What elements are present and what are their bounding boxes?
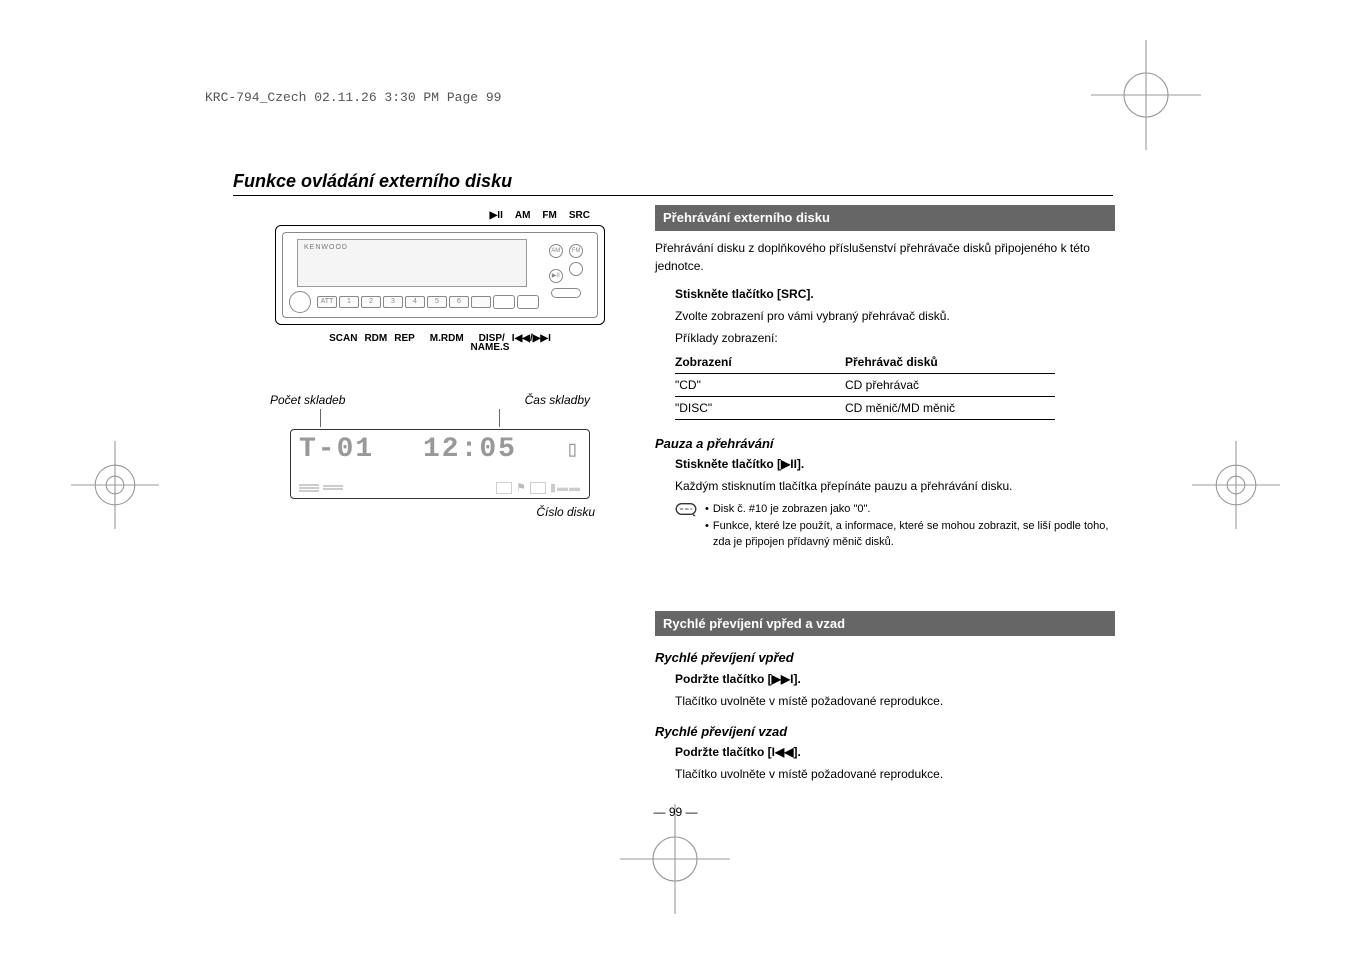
track-count-label: Počet skladeb: [270, 393, 345, 407]
preset-4: 4: [405, 296, 425, 308]
table-cell: CD měnič/MD měnič: [845, 399, 1055, 417]
lcd-bars-icon: ▮▬▬: [550, 481, 581, 494]
callout-line-left: [320, 409, 321, 427]
volume-knob: [289, 291, 311, 313]
label-play-pause: ▶II: [490, 210, 503, 221]
lcd-icon-box2: [530, 482, 546, 494]
lcd-track-time: 12:05: [423, 434, 517, 465]
pause-desc: Každým stisknutím tlačítka přepínáte pau…: [675, 477, 1115, 495]
lcd-track-number: T-01: [299, 434, 374, 465]
preset-2: 2: [361, 296, 381, 308]
label-rep: REP: [394, 333, 415, 344]
table-cell: "DISC": [675, 399, 845, 417]
label-am: AM: [515, 210, 531, 221]
label-rdm: RDM: [364, 333, 387, 344]
display-table: Zobrazení Přehrávač disků "CD" CD přehrá…: [675, 353, 1055, 420]
table-header-display: Zobrazení: [675, 353, 845, 371]
title-underline: [233, 195, 1113, 196]
callout-line-right: [499, 409, 500, 427]
crop-mark-right: [1181, 430, 1291, 540]
ff-fwd-step: Podržte tlačítko [▶▶I].: [675, 672, 801, 686]
note-icon: [675, 501, 697, 517]
table-cell: CD přehrávač: [845, 376, 1055, 394]
page-number: — 99 —: [0, 805, 1351, 819]
lcd-icon-box: [496, 482, 512, 494]
label-src: SRC: [569, 210, 590, 221]
ff-fwd-heading: Rychlé převíjení vpřed: [655, 648, 1115, 668]
src-button: [569, 262, 583, 276]
bullet: •: [705, 518, 709, 551]
playback-step1-sub: Příklady zobrazení:: [675, 329, 1115, 347]
device-top-labels: ▶II AM FM SRC: [260, 210, 620, 221]
page-title: Funkce ovládání externího disku: [233, 171, 512, 192]
table-cell: "CD": [675, 376, 845, 394]
playback-intro: Přehrávání disku z doplňkového příslušen…: [655, 239, 1115, 275]
playback-step1-desc: Zvolte zobrazení pro vámi vybraný přehrá…: [675, 307, 1115, 325]
lcd-flag-icon: ⚑: [516, 481, 526, 494]
disp-button: [471, 296, 491, 308]
section-playback-header: Přehrávání externího disku: [655, 205, 1115, 231]
label-seek: I◀◀/▶▶I: [512, 333, 551, 344]
preset-3: 3: [383, 296, 403, 308]
table-header-player: Přehrávač disků: [845, 353, 1055, 371]
crop-mark-top: [1091, 40, 1201, 150]
device-illustration: KENWOOD AM FM ▶II ATT 1 2: [275, 225, 605, 325]
display-callouts: [260, 409, 620, 427]
table-row: "CD" CD přehrávač: [675, 374, 1055, 397]
table-row: "DISC" CD měnič/MD měnič: [675, 397, 1055, 420]
playback-step1: Stiskněte tlačítko [SRC].: [675, 287, 814, 301]
lcd-disc-indicator: ▯: [566, 437, 581, 463]
preset-1: 1: [339, 296, 359, 308]
pause-step: Stiskněte tlačítko [▶II].: [675, 457, 804, 471]
am-button: AM: [549, 244, 563, 258]
note-1: Disk č. #10 je zobrazen jako "0".: [713, 501, 871, 518]
right-column: Přehrávání externího disku Přehrávání di…: [655, 205, 1115, 787]
ff-rev-heading: Rychlé převíjení vzad: [655, 722, 1115, 742]
display-labels: Počet skladeb Čas skladby: [260, 393, 620, 407]
crop-mark-bottom: [620, 804, 730, 914]
fm-button: FM: [569, 244, 583, 258]
lcd-display: T-01 12:05 ▯ ⚑ ▮▬▬: [290, 429, 590, 499]
label-mrdm: M.RDM: [430, 333, 464, 344]
section-ff-header: Rychlé převíjení vpřed a vzad: [655, 611, 1115, 637]
bullet: •: [705, 501, 709, 518]
lcd-icons: ⚑ ▮▬▬: [299, 481, 581, 494]
ff-fwd-desc: Tlačítko uvolněte v místě požadované rep…: [675, 692, 1115, 710]
crop-mark-left: [60, 430, 170, 540]
brand-label: KENWOOD: [304, 244, 348, 251]
track-time-label: Čas skladby: [525, 393, 590, 407]
preset-5: 5: [427, 296, 447, 308]
prev-track-button: [493, 295, 515, 309]
label-fm: FM: [542, 210, 556, 221]
device-screen: KENWOOD: [297, 239, 527, 287]
pause-heading: Pauza a přehrávání: [655, 434, 1115, 454]
ff-rev-desc: Tlačítko uvolněte v místě požadované rep…: [675, 765, 1115, 783]
device-bottom-row: ATT 1 2 3 4 5 6: [289, 291, 591, 313]
play-pause-button: ▶II: [549, 269, 563, 283]
left-column: ▶II AM FM SRC KENWOOD AM FM ▶II: [260, 210, 620, 519]
att-button: ATT: [317, 296, 337, 308]
note-2: Funkce, které lze použít, a informace, k…: [713, 518, 1115, 551]
disc-number-label: Číslo disku: [260, 505, 620, 519]
label-scan: SCAN: [329, 333, 357, 344]
ff-rev-step: Podržte tlačítko [I◀◀].: [675, 745, 801, 759]
preset-6: 6: [449, 296, 469, 308]
note-block: •Disk č. #10 je zobrazen jako "0". •Funk…: [675, 501, 1115, 551]
next-track-button: [517, 295, 539, 309]
print-header: KRC-794_Czech 02.11.26 3:30 PM Page 99: [205, 90, 501, 105]
